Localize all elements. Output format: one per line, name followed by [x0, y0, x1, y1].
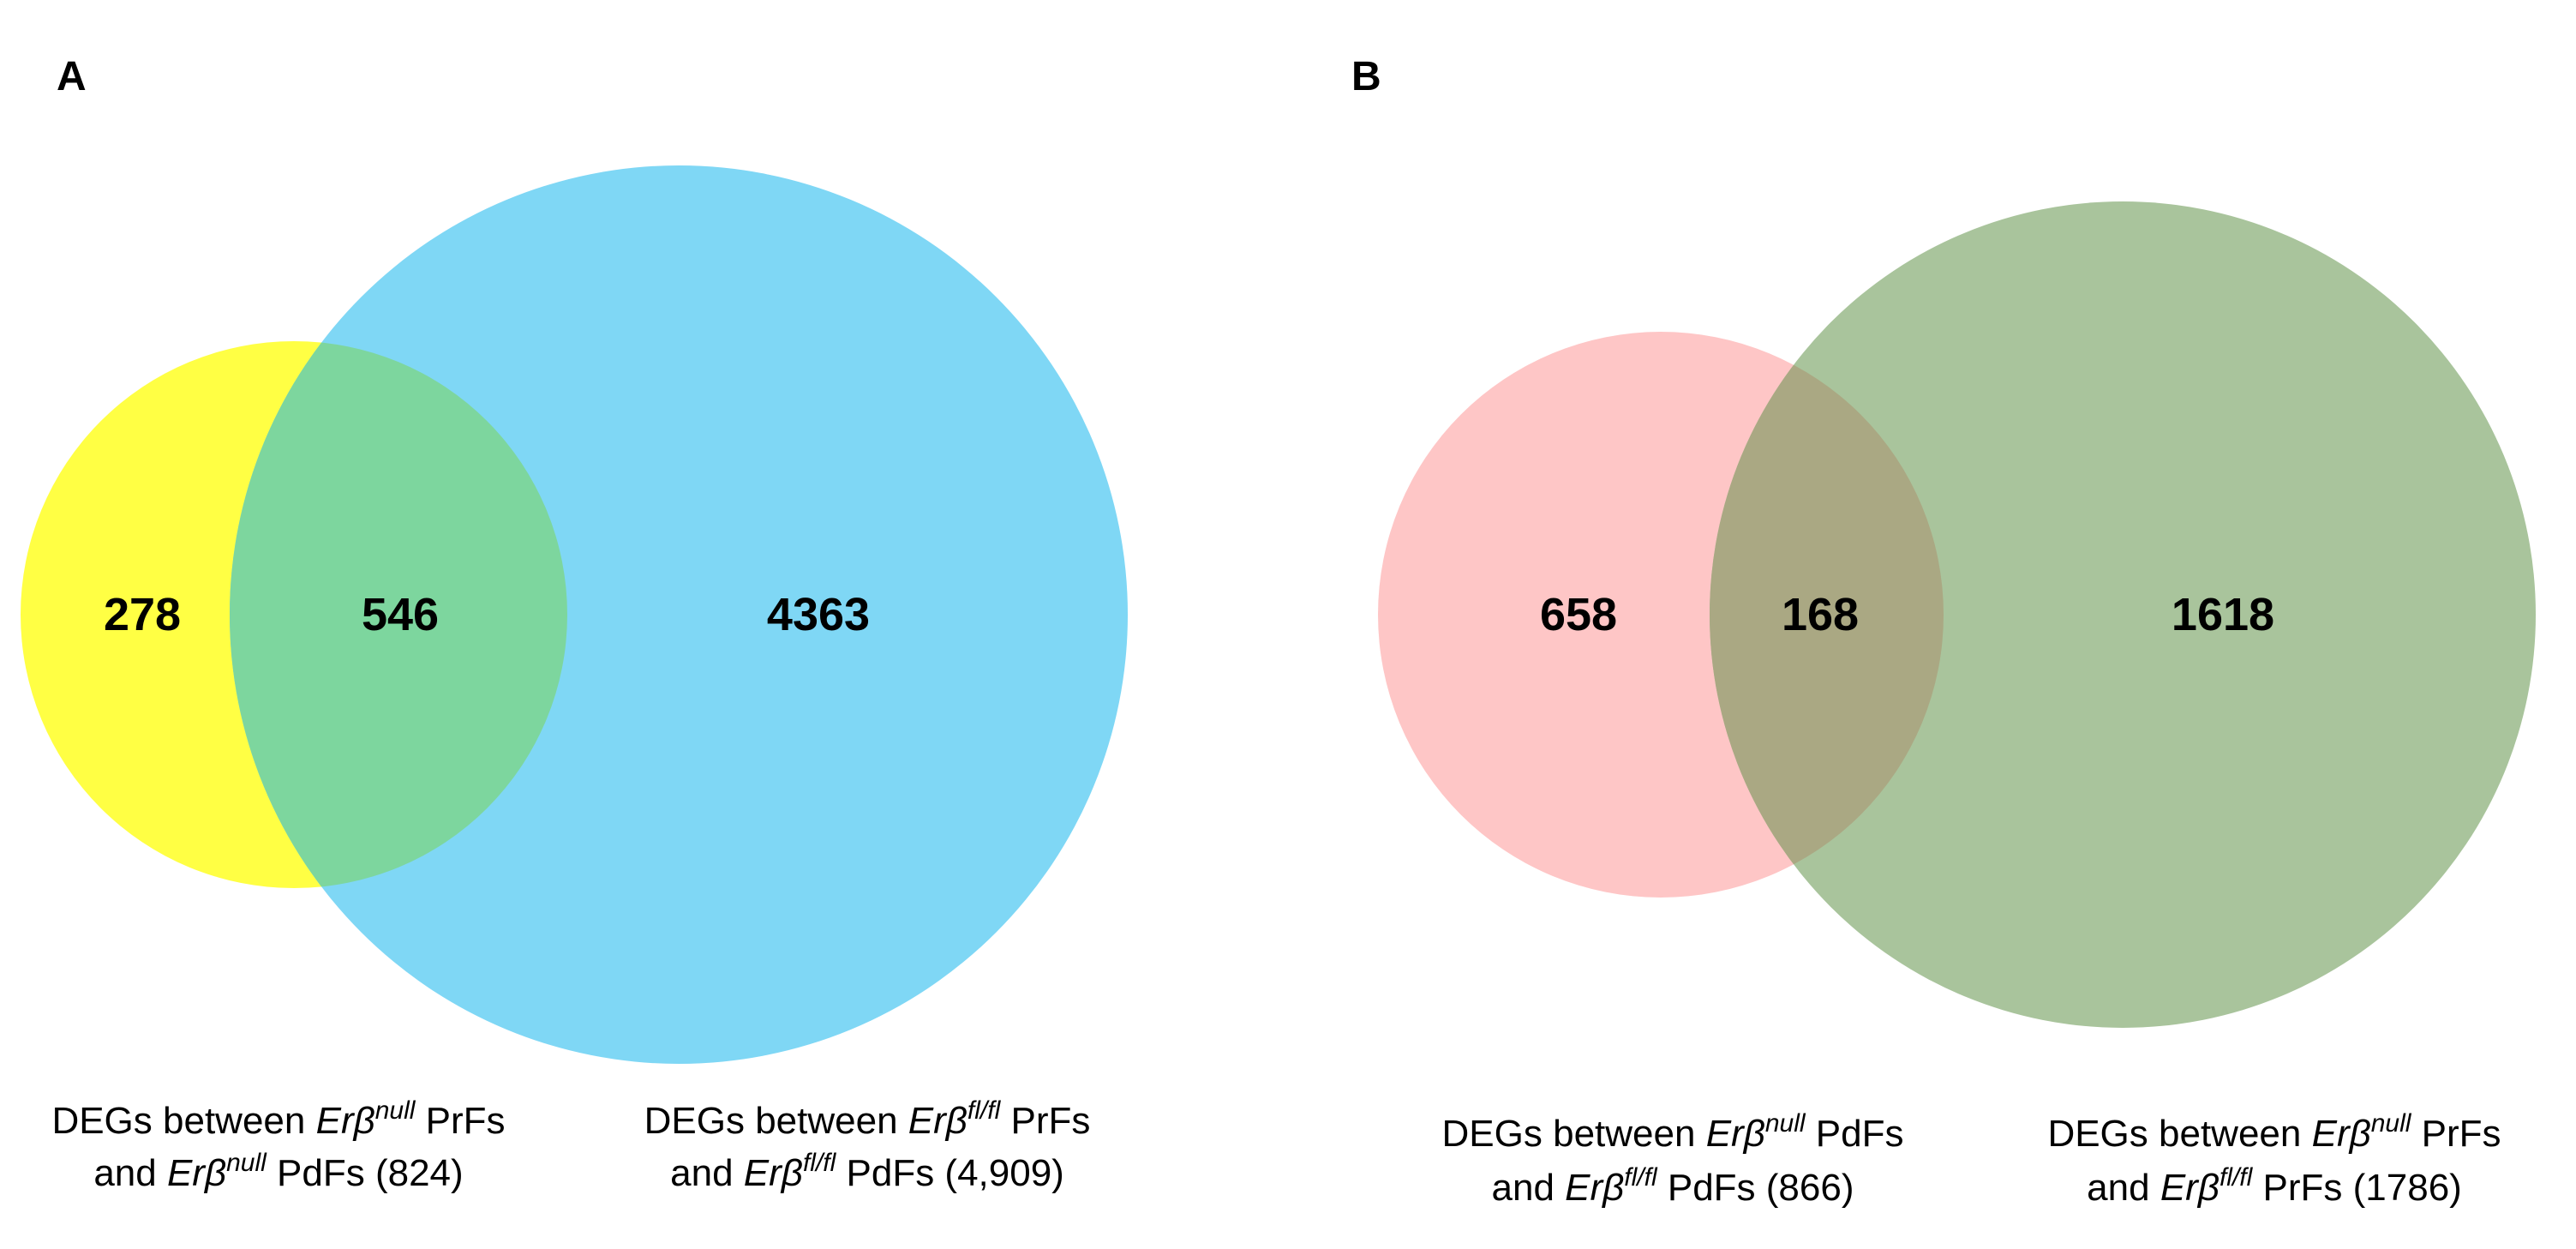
caption-segment: PdFs	[1806, 1113, 1904, 1155]
panel-b-count-right-only: 1618	[2172, 589, 2274, 640]
caption-line: and Erβnull PdFs (824)	[93, 1149, 463, 1194]
panel-a-count-right-only: 4363	[767, 589, 870, 640]
panel-a-set-right-caption: DEGs between Erβfl/fl PrFs and Erβfl/fl …	[644, 1096, 1091, 1194]
caption-segment: PrFs	[415, 1100, 505, 1142]
caption-superscript: fl/fl	[803, 1149, 837, 1177]
caption-segment: PrFs	[1000, 1100, 1090, 1142]
caption-superscript: null	[1765, 1109, 1806, 1138]
caption-superscript: fl/fl	[1624, 1163, 1658, 1192]
panel-a-count-overlap: 546	[362, 589, 439, 640]
caption-segment: PdFs (866)	[1657, 1167, 1854, 1209]
panel-b-label: B	[1351, 54, 1381, 99]
caption-superscript: null	[2371, 1109, 2412, 1138]
caption-segment: and	[670, 1152, 744, 1194]
caption-line: and Erβfl/fl PdFs (866)	[1492, 1163, 1854, 1209]
panel-b-count-overlap: 168	[1782, 589, 1859, 640]
caption-superscript: null	[226, 1149, 267, 1177]
caption-superscript: null	[375, 1096, 416, 1125]
caption-superscript: fl/fl	[2220, 1163, 2254, 1192]
caption-line: DEGs between Erβnull PrFs	[2047, 1109, 2501, 1155]
caption-line: DEGs between Erβnull PdFs	[1442, 1109, 1904, 1155]
caption-line: DEGs between Erβfl/fl PrFs	[644, 1096, 1091, 1142]
caption-superscript: fl/fl	[967, 1096, 1002, 1125]
panel-b-set-left-caption: DEGs between Erβnull PdFs and Erβfl/fl P…	[1442, 1109, 1904, 1209]
panel-a-count-left-only: 278	[104, 589, 181, 640]
caption-segment: PrFs	[2411, 1113, 2501, 1155]
caption-segment: DEGs between	[1442, 1113, 1706, 1155]
caption-segment: PrFs (1786)	[2252, 1167, 2462, 1209]
caption-segment: and	[2087, 1167, 2160, 1209]
caption-segment: PdFs (824)	[267, 1152, 464, 1194]
panel-a-label: A	[57, 54, 87, 99]
caption-segment: and	[93, 1152, 167, 1194]
caption-line: and Erβfl/fl PrFs (1786)	[2087, 1163, 2462, 1209]
caption-line: and Erβfl/fl PdFs (4,909)	[670, 1149, 1064, 1194]
caption-segment: Erβ	[908, 1100, 967, 1142]
panel-b-set-right-circle	[1710, 201, 2536, 1028]
panel-b-count-left-only: 658	[1540, 589, 1617, 640]
caption-segment: DEGs between	[644, 1100, 908, 1142]
panel-a-set-right-circle	[230, 165, 1128, 1064]
caption-segment: and	[1492, 1167, 1566, 1209]
caption-segment: DEGs between	[2047, 1113, 2311, 1155]
caption-segment: Erβ	[1565, 1167, 1624, 1209]
caption-segment: Erβ	[316, 1100, 375, 1142]
caption-segment: PdFs (4,909)	[836, 1152, 1064, 1194]
caption-segment: Erβ	[2160, 1167, 2220, 1209]
caption-segment: Erβ	[167, 1152, 226, 1194]
panel-a-set-left-caption: DEGs between Erβnull PrFs and Erβnull Pd…	[51, 1096, 505, 1194]
caption-segment: Erβ	[2312, 1113, 2371, 1155]
caption-segment: Erβ	[1706, 1113, 1765, 1155]
caption-line: DEGs between Erβnull PrFs	[51, 1096, 505, 1142]
caption-segment: Erβ	[744, 1152, 803, 1194]
panel-b-set-right-caption: DEGs between Erβnull PrFs and Erβfl/fl P…	[2047, 1109, 2501, 1209]
panel-a: A 278 546 4363 DEGs between Erβnull PrFs…	[21, 54, 1128, 1194]
panel-b: B 658 168 1618 DEGs between Erβnull PdFs…	[1351, 54, 2536, 1209]
caption-segment: DEGs between	[51, 1100, 315, 1142]
